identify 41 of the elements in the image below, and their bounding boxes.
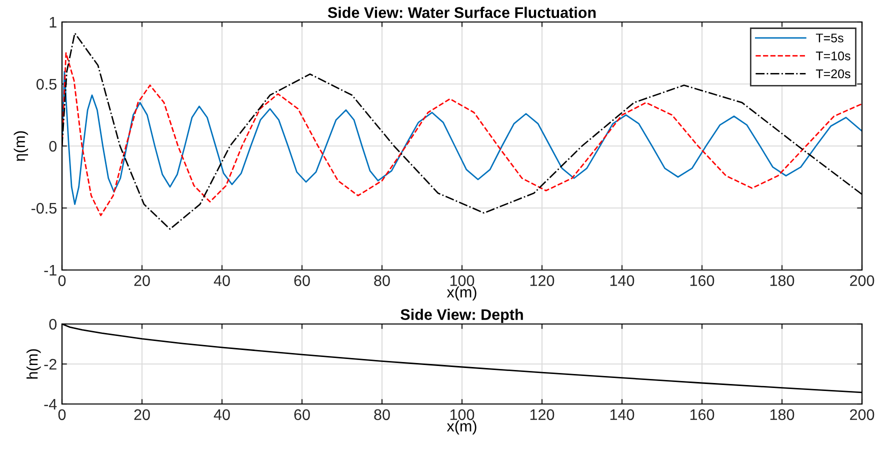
x-tick-label: 100 (450, 275, 474, 286)
y-tick-label: 0.5 (36, 78, 56, 90)
y-tick-label: -4 (44, 399, 57, 410)
x-tick-label: 40 (214, 275, 230, 286)
y-axis-title: η(m) (14, 131, 28, 161)
chart-title: Side View: Water Surface Fluctuation (328, 6, 596, 18)
x-tick-label: 140 (610, 409, 634, 420)
y-tick-label: -0.5 (31, 202, 56, 214)
x-tick-label: 40 (214, 409, 230, 420)
x-tick-label: 120 (530, 275, 554, 286)
x-tick-label: 20 (134, 409, 150, 420)
line-series (62, 70, 862, 205)
x-tick-label: 140 (610, 275, 634, 286)
x-tick-label: 0 (58, 275, 66, 286)
x-tick-label: 160 (690, 409, 714, 420)
y-axis-title: h(m) (26, 349, 41, 379)
x-axis-title: x(m) (446, 286, 476, 301)
x-tick-label: 0 (58, 409, 66, 420)
legend-label: T=20s (816, 69, 850, 78)
x-tick-label: 200 (850, 275, 874, 286)
x-tick-label: 60 (294, 275, 310, 286)
y-tick-label: -2 (44, 358, 56, 370)
x-tick-label: 60 (294, 409, 310, 420)
x-tick-label: 180 (770, 275, 794, 286)
x-tick-label: 100 (450, 409, 474, 420)
chart-title: Side View: Depth (400, 308, 523, 324)
y-tick-label: 0 (49, 318, 57, 330)
line-series (62, 52, 862, 216)
y-tick-label: 1 (50, 17, 56, 28)
x-tick-label: 180 (770, 409, 794, 420)
x-tick-label: 80 (374, 409, 390, 420)
legend-label: T=5s (816, 34, 844, 42)
x-tick-label: 200 (850, 409, 874, 420)
y-tick-label: 0 (49, 140, 57, 152)
x-axis-title: x(m) (446, 420, 476, 435)
x-tick-label: 120 (530, 409, 554, 420)
legend-label: T=10s (816, 51, 850, 60)
y-tick-label: -1 (44, 265, 56, 276)
x-tick-label: 160 (690, 275, 714, 286)
x-tick-label: 80 (374, 275, 390, 286)
x-tick-label: 20 (134, 275, 150, 286)
